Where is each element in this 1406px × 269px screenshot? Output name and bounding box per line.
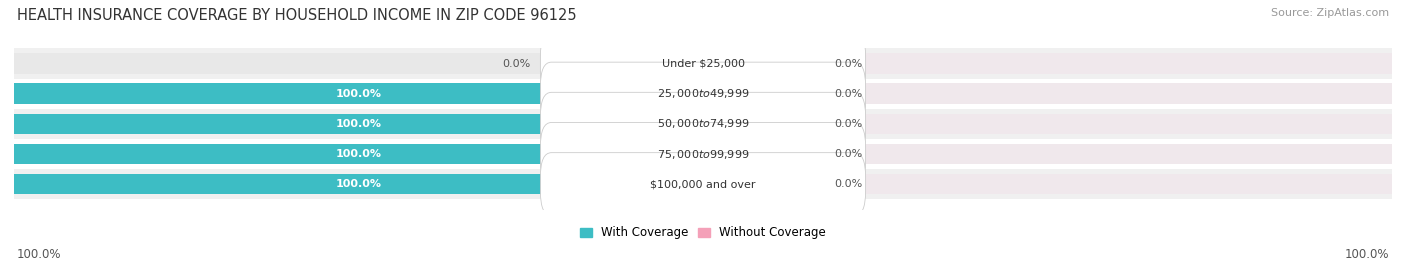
Bar	[703, 114, 1392, 134]
Bar	[14, 169, 1392, 199]
Text: $50,000 to $74,999: $50,000 to $74,999	[657, 117, 749, 130]
Text: 100.0%: 100.0%	[336, 179, 381, 189]
Bar	[703, 144, 1392, 164]
FancyBboxPatch shape	[540, 122, 866, 186]
Bar	[14, 48, 1392, 79]
Bar	[14, 83, 703, 104]
Text: 0.0%: 0.0%	[834, 149, 862, 159]
Text: $75,000 to $99,999: $75,000 to $99,999	[657, 147, 749, 161]
Text: 100.0%: 100.0%	[1344, 248, 1389, 261]
Bar	[14, 139, 1392, 169]
Bar	[14, 114, 703, 134]
FancyBboxPatch shape	[540, 62, 866, 125]
Text: 0.0%: 0.0%	[834, 89, 862, 99]
FancyBboxPatch shape	[540, 92, 866, 155]
Text: Source: ZipAtlas.com: Source: ZipAtlas.com	[1271, 8, 1389, 18]
Bar	[703, 174, 813, 194]
Text: 100.0%: 100.0%	[336, 119, 381, 129]
Bar	[14, 174, 703, 194]
Bar	[14, 144, 703, 164]
Bar	[14, 114, 703, 134]
Bar	[14, 109, 1392, 139]
Bar	[14, 53, 703, 74]
Text: $25,000 to $49,999: $25,000 to $49,999	[657, 87, 749, 100]
Bar	[14, 144, 703, 164]
Text: 0.0%: 0.0%	[834, 179, 862, 189]
Bar	[703, 53, 813, 74]
Bar	[14, 83, 703, 104]
Bar	[14, 79, 1392, 109]
Bar	[703, 114, 813, 134]
FancyBboxPatch shape	[540, 153, 866, 216]
FancyBboxPatch shape	[540, 32, 866, 95]
Legend: With Coverage, Without Coverage: With Coverage, Without Coverage	[579, 226, 827, 239]
Bar	[703, 174, 1392, 194]
Text: 100.0%: 100.0%	[336, 89, 381, 99]
Text: 100.0%: 100.0%	[336, 149, 381, 159]
Bar	[703, 144, 813, 164]
Text: 100.0%: 100.0%	[17, 248, 62, 261]
Bar	[14, 174, 703, 194]
Text: HEALTH INSURANCE COVERAGE BY HOUSEHOLD INCOME IN ZIP CODE 96125: HEALTH INSURANCE COVERAGE BY HOUSEHOLD I…	[17, 8, 576, 23]
Bar	[703, 83, 1392, 104]
Text: 0.0%: 0.0%	[502, 58, 531, 69]
Bar	[703, 53, 1392, 74]
Text: $100,000 and over: $100,000 and over	[650, 179, 756, 189]
Text: 0.0%: 0.0%	[834, 119, 862, 129]
Text: 0.0%: 0.0%	[834, 58, 862, 69]
Text: Under $25,000: Under $25,000	[661, 58, 745, 69]
Bar	[703, 83, 813, 104]
